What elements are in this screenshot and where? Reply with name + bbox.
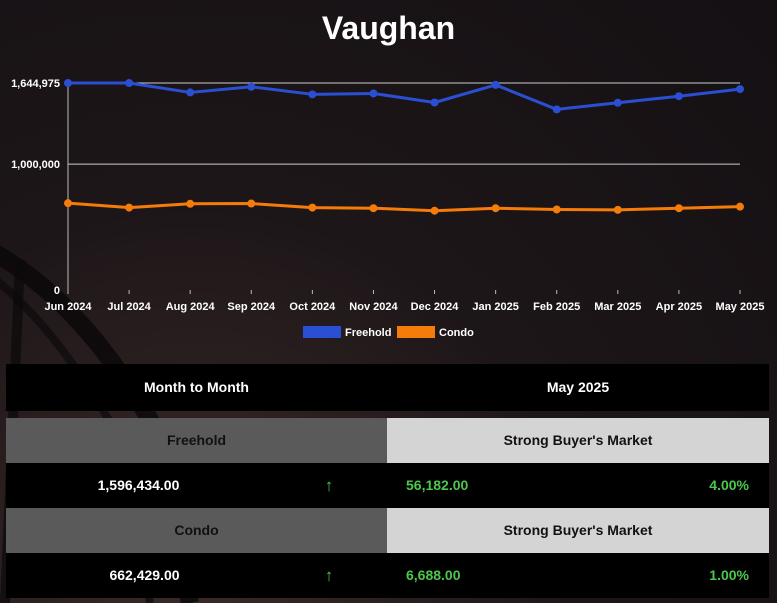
data-point-freehold[interactable] <box>491 80 500 89</box>
data-point-condo[interactable] <box>247 199 256 208</box>
x-tick-label: Feb 2025 <box>533 301 580 313</box>
freehold-change: 56,182.00 <box>406 477 469 493</box>
data-point-condo[interactable] <box>308 203 317 212</box>
grid-layer <box>68 82 740 165</box>
data-point-freehold[interactable] <box>613 98 622 107</box>
x-tick-label: Oct 2024 <box>289 301 336 313</box>
legend-swatch-freehold[interactable] <box>303 326 341 338</box>
data-point-condo[interactable] <box>369 204 378 213</box>
x-tick-label: Sep 2024 <box>227 301 276 313</box>
data-point-freehold[interactable] <box>247 82 256 91</box>
data-point-condo[interactable] <box>552 205 561 214</box>
freehold-market-status: Strong Buyer's Market <box>387 418 769 463</box>
data-point-freehold[interactable] <box>64 79 72 87</box>
freehold-data-row: 1,596,434.00 ↑ 56,182.00 4.00% <box>6 463 769 508</box>
freehold-price: 1,596,434.00 <box>97 477 180 493</box>
line-chart: 1,644,975 1,000,000 0 Jun 2024 Jul 2024 Aug 2… <box>11 78 764 339</box>
data-point-freehold[interactable] <box>308 90 317 99</box>
legend-swatch-condo[interactable] <box>397 326 435 338</box>
x-tick-label: Aug 2024 <box>166 301 216 313</box>
x-tick-label: Apr 2025 <box>656 301 702 313</box>
data-point-freehold[interactable] <box>369 89 378 98</box>
x-tick-label: Jul 2024 <box>107 301 151 313</box>
legend[interactable]: Freehold Condo <box>303 326 474 339</box>
data-point-condo[interactable] <box>613 205 622 214</box>
data-point-freehold[interactable] <box>125 79 134 87</box>
x-tick-label: Dec 2024 <box>411 301 460 313</box>
data-point-condo[interactable] <box>64 199 72 208</box>
data-point-condo[interactable] <box>430 206 439 215</box>
series-line-freehold <box>68 81 741 111</box>
legend-label-condo[interactable]: Condo <box>439 327 474 339</box>
data-point-freehold[interactable] <box>736 85 744 94</box>
freehold-label: Freehold <box>6 418 387 463</box>
data-point-condo[interactable] <box>186 199 195 208</box>
header-period: May 2025 <box>546 379 610 395</box>
data-point-freehold[interactable] <box>430 98 439 107</box>
data-point-freehold[interactable] <box>186 88 195 97</box>
data-point-condo[interactable] <box>125 203 134 212</box>
x-tick-label: May 2025 <box>716 301 765 313</box>
condo-data-row: 662,429.00 ↑ 6,688.00 1.00% <box>6 553 769 598</box>
condo-price: 662,429.00 <box>109 567 180 583</box>
series-line-condo <box>67 201 741 213</box>
legend-label-freehold[interactable]: Freehold <box>345 327 391 339</box>
data-point-freehold[interactable] <box>552 105 561 114</box>
summary-table: Month to Month May 2025 Freehold Strong … <box>6 364 769 598</box>
y-tick-label: 1,644,975 <box>11 78 60 90</box>
table-header-row: Month to Month May 2025 <box>6 364 769 411</box>
series-layer <box>64 79 744 215</box>
data-point-condo[interactable] <box>491 204 500 213</box>
freehold-section-row: Freehold Strong Buyer's Market <box>6 418 769 463</box>
up-arrow-icon: ↑ <box>324 566 334 585</box>
page-title: Vaughan <box>321 10 456 46</box>
up-arrow-icon: ↑ <box>324 476 334 495</box>
freehold-percent: 4.00% <box>709 477 749 493</box>
condo-label: Condo <box>6 508 387 553</box>
condo-section-row: Condo Strong Buyer's Market <box>6 508 769 553</box>
condo-change: 6,688.00 <box>406 567 461 583</box>
data-point-condo[interactable] <box>736 202 744 211</box>
x-tick-label: Jan 2025 <box>472 301 518 313</box>
data-point-freehold[interactable] <box>674 92 683 101</box>
y-tick-label: 0 <box>54 285 60 297</box>
y-tick-label: 1,000,000 <box>11 159 60 171</box>
header-month-to-month: Month to Month <box>144 379 249 395</box>
condo-market-status: Strong Buyer's Market <box>387 508 769 553</box>
x-tick-label: Jun 2024 <box>44 301 92 313</box>
data-point-condo[interactable] <box>674 204 683 213</box>
x-tick-label: Mar 2025 <box>594 301 641 313</box>
axis-layer: 1,644,975 1,000,000 0 Jun 2024 Jul 2024 Aug 2… <box>11 78 764 313</box>
condo-percent: 1.00% <box>709 567 749 583</box>
x-tick-label: Nov 2024 <box>349 301 398 313</box>
